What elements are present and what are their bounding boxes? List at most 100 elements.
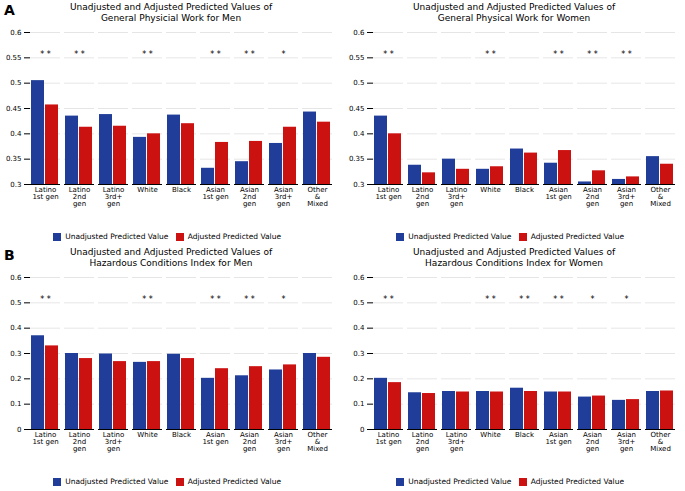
svg-text:Latino1st gen: Latino1st gen [32, 186, 58, 201]
svg-text:* *: * * [587, 50, 598, 59]
svg-text:Black: Black [172, 431, 192, 439]
svg-text:Latino2ndgen: Latino2ndgen [412, 186, 434, 208]
html-text:Adjusted Predicted Value: Adjusted Predicted Value [530, 232, 625, 241]
svg-text:* *: * * [40, 295, 51, 304]
html-text:Unadjusted and Adjusted Predic: Unadjusted and Adjusted Predicted Values… [412, 2, 616, 12]
svg-text:Latino1st gen: Latino1st gen [375, 431, 401, 446]
svg-text:0.35: 0.35 [6, 155, 22, 163]
svg-text:0.4: 0.4 [10, 130, 22, 138]
svg-text:Other&Mixed: Other&Mixed [307, 186, 328, 208]
svg-text:0.3: 0.3 [10, 181, 21, 189]
svg-text:Black: Black [515, 431, 535, 439]
svg-text:0.45: 0.45 [349, 105, 365, 113]
svg-text:0.55: 0.55 [6, 54, 22, 62]
svg-text:* *: * * [485, 295, 496, 304]
svg-text:Latino1st gen: Latino1st gen [32, 431, 58, 446]
svg-text:Black: Black [172, 186, 192, 194]
svg-text:* *: * * [74, 50, 85, 59]
html-text:General Physical Work for Wome: General Physical Work for Women [437, 13, 591, 23]
svg-text:* *: * * [210, 50, 221, 59]
html-text:Adjusted Predicted Value: Adjusted Predicted Value [187, 232, 282, 241]
svg-text:0.5: 0.5 [353, 299, 364, 307]
html-text:Unadjusted and Adjusted Predic: Unadjusted and Adjusted Predicted Values… [69, 247, 273, 257]
svg-text:White: White [480, 431, 500, 439]
html-text:Unadjusted Predicted Value: Unadjusted Predicted Value [408, 232, 512, 241]
svg-text:Latino2ndgen: Latino2ndgen [69, 186, 91, 208]
svg-text:Asian2ndgen: Asian2ndgen [583, 186, 602, 208]
svg-text:0.4: 0.4 [353, 130, 365, 138]
html-text:Hazardous Conditions Index for: Hazardous Conditions Index for Men [89, 258, 253, 268]
svg-text:0.4: 0.4 [353, 324, 365, 332]
svg-text:Other&Mixed: Other&Mixed [307, 431, 328, 453]
svg-text:0.5: 0.5 [10, 79, 21, 87]
html-text:Unadjusted Predicted Value: Unadjusted Predicted Value [65, 232, 169, 241]
html-text:Unadjusted and Adjusted Predic: Unadjusted and Adjusted Predicted Values… [412, 247, 616, 257]
svg-text:* *: * * [244, 295, 255, 304]
html-text:B: B [4, 247, 15, 263]
svg-text:Latino3rd+gen: Latino3rd+gen [446, 431, 468, 453]
svg-text:* *: * * [519, 295, 530, 304]
svg-text:Asian3rd+gen: Asian3rd+gen [274, 186, 293, 208]
svg-text:0.3: 0.3 [353, 350, 364, 358]
svg-text:Asian3rd+gen: Asian3rd+gen [274, 431, 293, 453]
svg-text:* *: * * [553, 295, 564, 304]
svg-text:* *: * * [210, 295, 221, 304]
svg-text:* *: * * [383, 295, 394, 304]
svg-text:* *: * * [142, 50, 153, 59]
svg-text:* *: * * [244, 50, 255, 59]
svg-text:0.5: 0.5 [10, 299, 21, 307]
svg-text:Latino2ndgen: Latino2ndgen [69, 431, 91, 453]
svg-text:Asian1st gen: Asian1st gen [545, 431, 571, 446]
svg-text:* *: * * [621, 50, 632, 59]
svg-text:*: * [282, 50, 286, 59]
svg-text:0: 0 [17, 426, 21, 434]
svg-text:Asian1st gen: Asian1st gen [545, 186, 571, 201]
svg-text:Asian3rd+gen: Asian3rd+gen [617, 186, 636, 208]
svg-text:0.6: 0.6 [10, 29, 22, 37]
svg-text:Asian2ndgen: Asian2ndgen [583, 431, 602, 453]
svg-text:*: * [625, 295, 629, 304]
svg-text:0.6: 0.6 [353, 274, 365, 282]
svg-text:Asian1st gen: Asian1st gen [202, 186, 228, 201]
html-text:Unadjusted and Adjusted Predic: Unadjusted and Adjusted Predicted Values… [69, 2, 273, 12]
svg-text:*: * [591, 295, 595, 304]
svg-text:0.6: 0.6 [10, 274, 22, 282]
svg-text:0.2: 0.2 [353, 375, 364, 383]
svg-text:0.35: 0.35 [349, 155, 365, 163]
svg-text:Other&Mixed: Other&Mixed [650, 186, 671, 208]
svg-text:Latino3rd+gen: Latino3rd+gen [103, 186, 125, 208]
svg-text:Latino2ndgen: Latino2ndgen [412, 431, 434, 453]
html-text:General Physicial Work for Men: General Physicial Work for Men [100, 13, 242, 23]
svg-text:0: 0 [360, 426, 364, 434]
html-text:Hazardous Conditions Index for: Hazardous Conditions Index for Women [425, 258, 603, 268]
svg-text:White: White [137, 431, 157, 439]
svg-text:Asian2ndgen: Asian2ndgen [240, 186, 259, 208]
svg-text:0.4: 0.4 [10, 324, 22, 332]
svg-text:* *: * * [142, 295, 153, 304]
svg-text:0.3: 0.3 [10, 350, 21, 358]
svg-text:* *: * * [485, 50, 496, 59]
svg-text:0.5: 0.5 [353, 79, 364, 87]
svg-text:Other&Mixed: Other&Mixed [650, 431, 671, 453]
svg-text:0.6: 0.6 [353, 29, 365, 37]
svg-text:0.1: 0.1 [353, 400, 364, 408]
svg-text:Asian2ndgen: Asian2ndgen [240, 431, 259, 453]
svg-text:Asian3rd+gen: Asian3rd+gen [617, 431, 636, 453]
svg-text:Black: Black [515, 186, 535, 194]
svg-text:0.55: 0.55 [349, 54, 365, 62]
svg-text:0.45: 0.45 [6, 105, 22, 113]
svg-text:* *: * * [383, 50, 394, 59]
svg-text:0.1: 0.1 [10, 400, 21, 408]
svg-text:* *: * * [553, 50, 564, 59]
svg-text:Asian1st gen: Asian1st gen [202, 431, 228, 446]
svg-text:0.3: 0.3 [353, 181, 364, 189]
svg-text:Latino1st gen: Latino1st gen [375, 186, 401, 201]
html-text:A: A [4, 2, 15, 18]
svg-text:White: White [480, 186, 500, 194]
svg-text:Latino3rd+gen: Latino3rd+gen [446, 186, 468, 208]
svg-text:White: White [137, 186, 157, 194]
svg-text:0.2: 0.2 [10, 375, 21, 383]
svg-text:Latino3rd+gen: Latino3rd+gen [103, 431, 125, 453]
svg-text:* *: * * [40, 50, 51, 59]
svg-text:*: * [282, 295, 286, 304]
